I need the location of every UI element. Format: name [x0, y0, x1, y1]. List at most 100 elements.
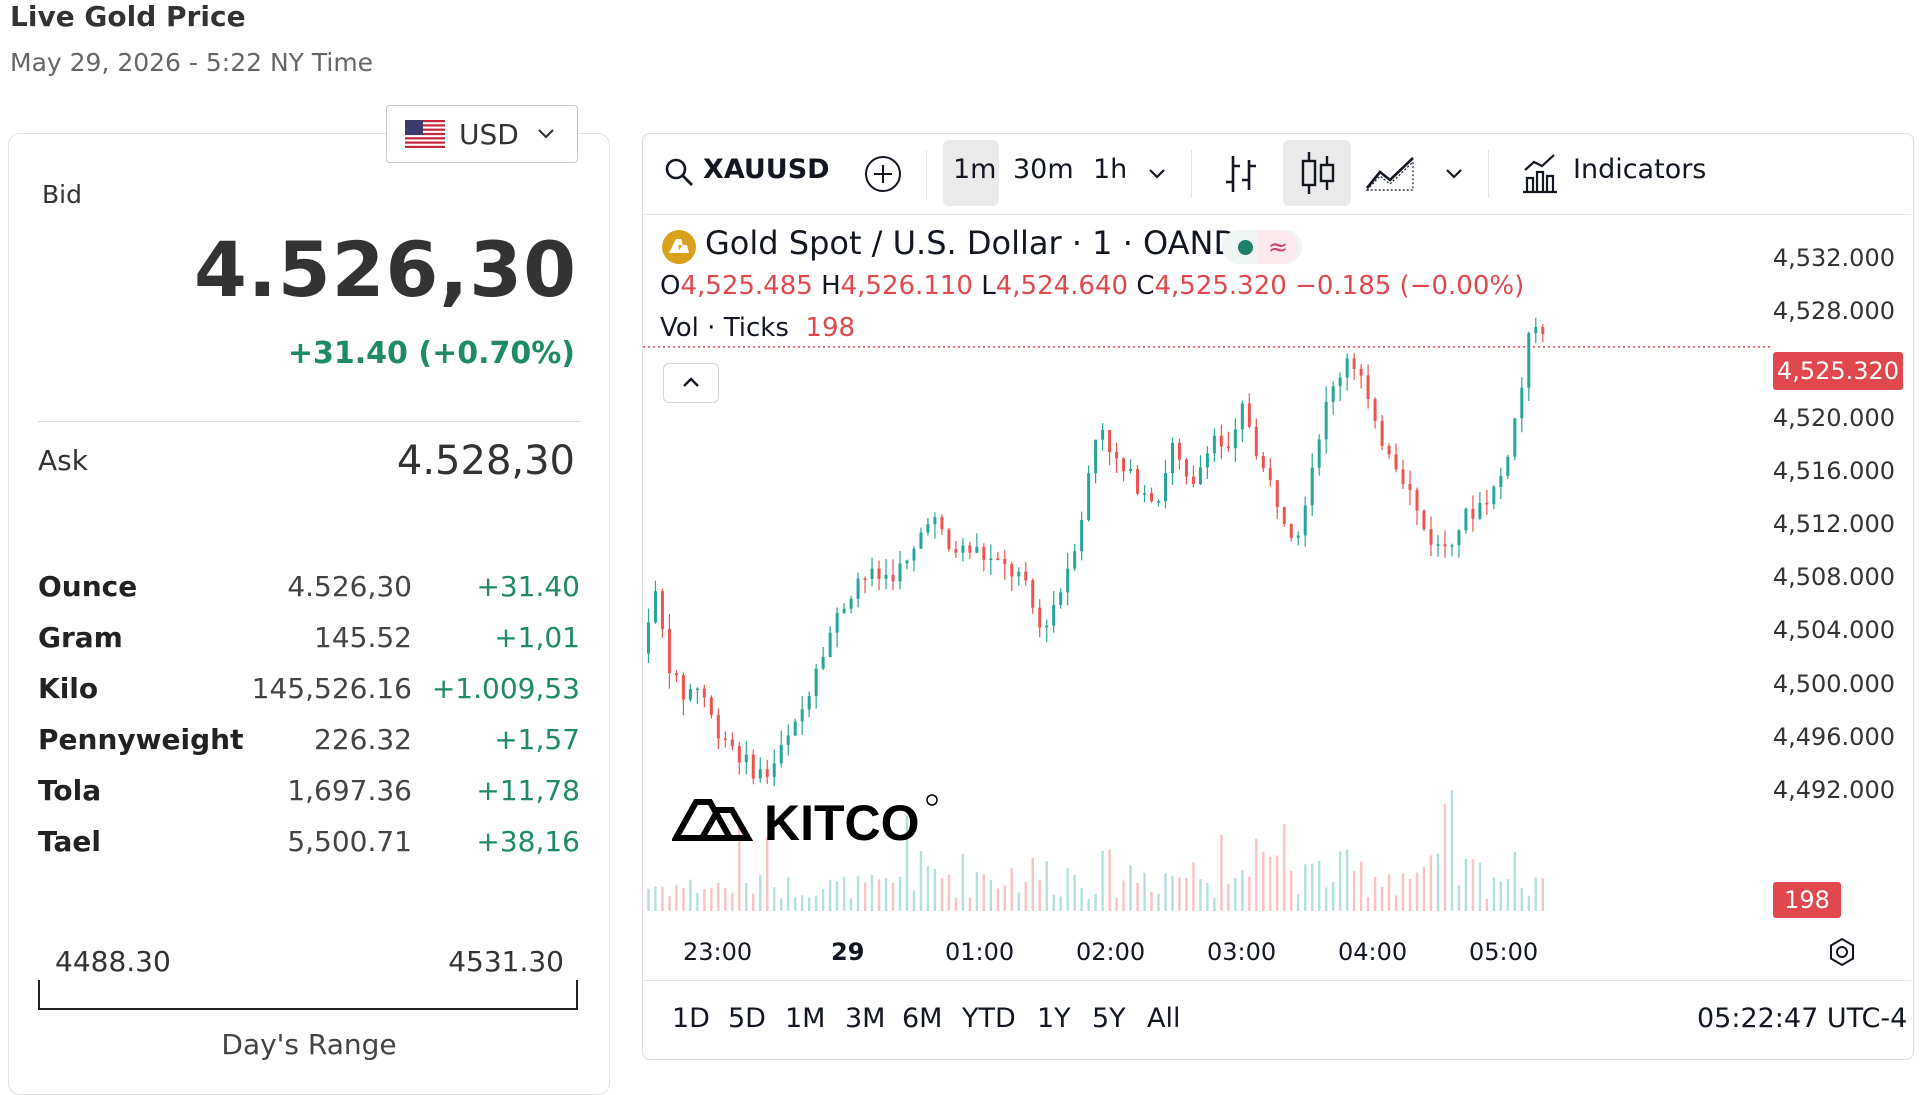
- range-1m[interactable]: 1M: [785, 1003, 826, 1034]
- volume-bar: [759, 875, 762, 911]
- candle-body: [814, 668, 818, 697]
- candle-body: [716, 714, 720, 739]
- unit-name: Tola: [38, 774, 102, 807]
- candle-body: [933, 517, 937, 525]
- unit-row: Gram 145.52 +1,01: [38, 621, 580, 665]
- delayed-data-icon: ≈: [1258, 230, 1298, 264]
- candle-body: [1038, 607, 1042, 628]
- low-label: L: [981, 271, 996, 301]
- time-axis-tick: 29: [831, 938, 865, 966]
- currency-select[interactable]: USD: [386, 105, 578, 163]
- range-5d[interactable]: 5D: [728, 1003, 766, 1034]
- range-6m[interactable]: 6M: [902, 1003, 943, 1034]
- low-value: 4,524.640: [995, 271, 1129, 301]
- unit-price: 226.32: [314, 723, 412, 756]
- candle-body: [898, 563, 902, 582]
- chevron-down-icon[interactable]: [1445, 168, 1463, 180]
- candle-body: [1170, 442, 1174, 474]
- range-bar-divider: [643, 980, 1911, 981]
- volume-bar: [1059, 896, 1062, 911]
- candle-body: [1478, 502, 1482, 519]
- candle-body: [709, 697, 713, 715]
- volume-bar: [696, 893, 699, 911]
- interval-1m[interactable]: 1m: [953, 154, 997, 185]
- time-axis-tick: 23:00: [683, 938, 753, 966]
- volume-bar: [1457, 885, 1461, 911]
- candle-body: [1024, 571, 1028, 581]
- market-open-dot: [1238, 240, 1253, 255]
- settings-icon[interactable]: [1826, 936, 1858, 968]
- volume-bar: [1283, 824, 1286, 911]
- volume-bar: [1338, 851, 1342, 911]
- bar-chart-type-icon[interactable]: [1223, 152, 1259, 196]
- volume-bar: [863, 882, 867, 911]
- indicators-icon[interactable]: [1520, 152, 1560, 194]
- candle-body: [779, 744, 783, 764]
- chart-legend-title: Gold Spot / U.S. Dollar · 1 · OANDA: [705, 224, 1260, 262]
- range-3m[interactable]: 3M: [845, 1003, 886, 1034]
- volume-bar: [675, 885, 678, 911]
- volume-bar: [1038, 879, 1041, 911]
- interval-active-bg: [943, 140, 999, 206]
- volume-bar: [661, 886, 664, 911]
- candle-body: [772, 763, 776, 777]
- candle-body: [1205, 453, 1209, 468]
- candle-body: [1094, 439, 1098, 474]
- candle-chart-type-icon[interactable]: [1298, 150, 1338, 196]
- page-subtitle: May 29, 2026 - 5:22 NY Time: [10, 48, 374, 77]
- legend-collapse-button[interactable]: [663, 363, 719, 403]
- candle-body: [695, 688, 699, 691]
- time-axis-tick: 02:00: [1076, 938, 1146, 966]
- volume-bar: [1429, 855, 1433, 911]
- indicators-button[interactable]: Indicators: [1573, 154, 1707, 185]
- volume-bar: [668, 895, 671, 911]
- candle-body: [1275, 480, 1279, 507]
- interval-30m[interactable]: 30m: [1013, 154, 1074, 185]
- volume-bar: [933, 869, 937, 911]
- unit-name: Gram: [38, 621, 123, 654]
- volume-bar: [1136, 882, 1139, 911]
- range-1d[interactable]: 1D: [672, 1003, 710, 1034]
- candle-body: [1080, 520, 1084, 552]
- volume-bar: [1464, 859, 1468, 911]
- volume-bar: [870, 874, 874, 911]
- candle-body: [667, 628, 671, 674]
- candle-body: [1073, 551, 1077, 569]
- symbol-search[interactable]: XAUUSD: [703, 154, 830, 185]
- volume-bar: [1262, 851, 1265, 911]
- chevron-down-icon[interactable]: [1148, 168, 1166, 180]
- ask-value: 4.528,30: [396, 438, 575, 484]
- chevron-down-icon: [538, 129, 554, 139]
- range-1y[interactable]: 1Y: [1037, 1003, 1071, 1034]
- chart-legend-volume: Vol · Ticks 198: [660, 313, 855, 343]
- volume-bar: [940, 878, 944, 911]
- search-icon[interactable]: [663, 156, 695, 188]
- price-chart[interactable]: [643, 214, 1773, 919]
- volume-bar: [1269, 856, 1272, 911]
- candle-body: [723, 738, 727, 740]
- unit-price: 145,526.16: [251, 672, 412, 705]
- range-ytd[interactable]: YTD: [962, 1003, 1016, 1034]
- volume-label: Vol · Ticks: [660, 313, 789, 343]
- candle-body: [1157, 501, 1160, 503]
- volume-bar: [1485, 898, 1489, 911]
- range-all[interactable]: All: [1147, 1003, 1181, 1034]
- interval-1h[interactable]: 1h: [1093, 154, 1128, 185]
- volume-bar: [1304, 864, 1307, 911]
- compare-add-icon[interactable]: [863, 154, 903, 194]
- candle-body: [1499, 475, 1503, 487]
- ask-label: Ask: [38, 444, 88, 477]
- candle-body: [1115, 451, 1119, 459]
- volume-bar: [717, 882, 720, 911]
- range-5y[interactable]: 5Y: [1092, 1003, 1126, 1034]
- market-status-badge: ≈: [1222, 230, 1302, 264]
- candle-body: [1541, 326, 1545, 335]
- candle-body: [1422, 510, 1426, 530]
- area-chart-type-icon[interactable]: [1365, 154, 1417, 192]
- currency-label: USD: [459, 117, 519, 151]
- volume-bar: [1185, 878, 1188, 911]
- unit-row: Ounce 4.526,30 +31.40: [38, 570, 580, 614]
- volume-bar: [738, 817, 741, 911]
- volume-bar: [1534, 877, 1537, 911]
- volume-bar: [787, 877, 790, 911]
